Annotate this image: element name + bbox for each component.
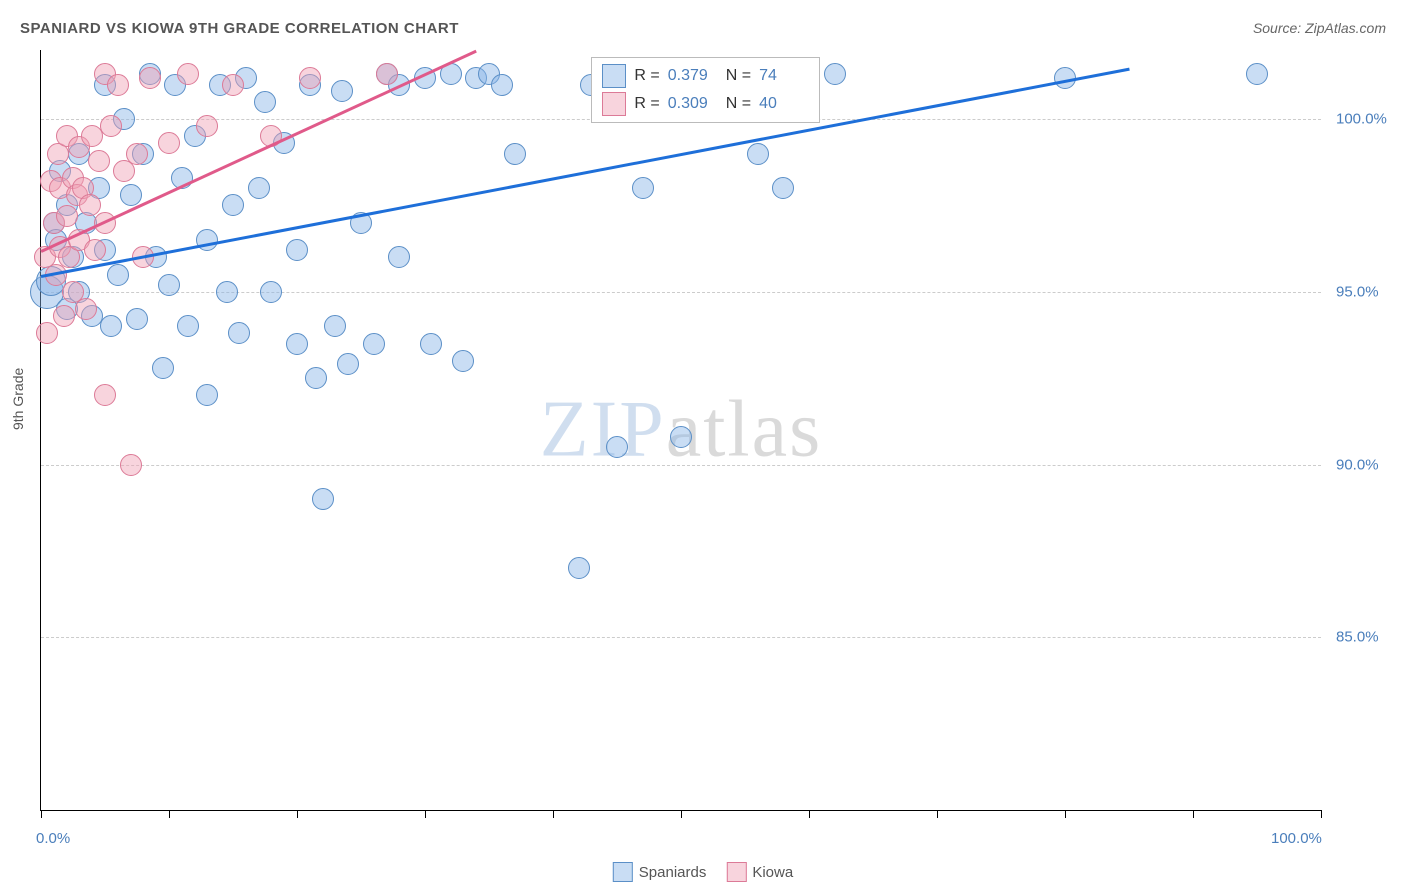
stats-swatch (602, 92, 626, 116)
stats-swatch (602, 64, 626, 88)
scatter-point (254, 91, 276, 113)
stats-r-label: R = (634, 95, 659, 113)
legend-swatch-spaniards (613, 862, 633, 882)
scatter-point (120, 454, 142, 476)
scatter-point (388, 246, 410, 268)
x-tick (937, 810, 938, 818)
scatter-point (126, 308, 148, 330)
stats-r-value: 0.309 (668, 95, 718, 113)
scatter-point (312, 488, 334, 510)
scatter-point (107, 264, 129, 286)
scatter-point (216, 281, 238, 303)
watermark-zip: ZIP (540, 386, 666, 474)
y-axis-title: 9th Grade (10, 368, 26, 430)
gridline (41, 637, 1321, 638)
legend-swatch-kiowa (726, 862, 746, 882)
stats-n-value: 40 (759, 95, 809, 113)
scatter-point (824, 63, 846, 85)
scatter-point (772, 177, 794, 199)
legend-item-kiowa: Kiowa (726, 862, 793, 882)
scatter-point (196, 229, 218, 251)
x-tick (297, 810, 298, 818)
chart-title: SPANIARD VS KIOWA 9TH GRADE CORRELATION … (20, 20, 459, 37)
scatter-point (286, 333, 308, 355)
scatter-point (337, 353, 359, 375)
x-tick (169, 810, 170, 818)
scatter-point (222, 194, 244, 216)
scatter-point (376, 63, 398, 85)
stats-box: R = 0.379 N = 74 R = 0.309 N = 40 (591, 57, 820, 123)
gridline (41, 465, 1321, 466)
scatter-point (177, 315, 199, 337)
scatter-point (158, 132, 180, 154)
scatter-point (747, 143, 769, 165)
scatter-point (94, 384, 116, 406)
scatter-point (88, 150, 110, 172)
scatter-point (1246, 63, 1268, 85)
stats-row: R = 0.379 N = 74 (602, 62, 809, 90)
legend-label-kiowa: Kiowa (752, 864, 793, 881)
scatter-point (363, 333, 385, 355)
y-tick-label: 85.0% (1336, 629, 1379, 646)
x-tick (1065, 810, 1066, 818)
y-tick-label: 95.0% (1336, 283, 1379, 300)
scatter-point (228, 322, 250, 344)
scatter-point (248, 177, 270, 199)
x-tick-label: 100.0% (1271, 830, 1322, 847)
scatter-point (158, 274, 180, 296)
scatter-point (36, 322, 58, 344)
scatter-point (452, 350, 474, 372)
x-tick (1321, 810, 1322, 818)
source-label: Source: ZipAtlas.com (1253, 20, 1386, 36)
scatter-point (126, 143, 148, 165)
scatter-point (504, 143, 526, 165)
bottom-legend: Spaniards Kiowa (613, 862, 793, 882)
scatter-point (420, 333, 442, 355)
x-tick (425, 810, 426, 818)
scatter-point (56, 205, 78, 227)
legend-item-spaniards: Spaniards (613, 862, 707, 882)
plot-area: ZIPatlas 85.0%90.0%95.0%100.0%0.0%100.0%… (40, 50, 1321, 811)
scatter-point (260, 281, 282, 303)
scatter-point (75, 298, 97, 320)
x-tick (1193, 810, 1194, 818)
scatter-point (100, 315, 122, 337)
scatter-point (120, 184, 142, 206)
stats-row: R = 0.309 N = 40 (602, 90, 809, 118)
scatter-point (568, 557, 590, 579)
y-tick-label: 90.0% (1336, 456, 1379, 473)
scatter-point (100, 115, 122, 137)
scatter-point (324, 315, 346, 337)
trend-line (41, 67, 1129, 277)
x-tick (41, 810, 42, 818)
scatter-point (196, 115, 218, 137)
scatter-point (331, 80, 353, 102)
stats-r-label: R = (634, 67, 659, 85)
stats-n-value: 74 (759, 67, 809, 85)
x-tick (809, 810, 810, 818)
legend-label-spaniards: Spaniards (639, 864, 707, 881)
scatter-point (632, 177, 654, 199)
scatter-point (107, 74, 129, 96)
scatter-point (491, 74, 513, 96)
scatter-point (53, 305, 75, 327)
scatter-point (670, 426, 692, 448)
y-tick-label: 100.0% (1336, 111, 1387, 128)
scatter-point (152, 357, 174, 379)
x-tick-label: 0.0% (36, 830, 70, 847)
scatter-point (177, 63, 199, 85)
scatter-point (196, 384, 218, 406)
x-tick (681, 810, 682, 818)
scatter-point (606, 436, 628, 458)
scatter-point (84, 239, 106, 261)
scatter-point (139, 67, 161, 89)
scatter-point (305, 367, 327, 389)
stats-n-label: N = (726, 95, 751, 113)
scatter-point (222, 74, 244, 96)
stats-n-label: N = (726, 67, 751, 85)
x-tick (553, 810, 554, 818)
stats-r-value: 0.379 (668, 67, 718, 85)
scatter-point (286, 239, 308, 261)
scatter-point (299, 67, 321, 89)
